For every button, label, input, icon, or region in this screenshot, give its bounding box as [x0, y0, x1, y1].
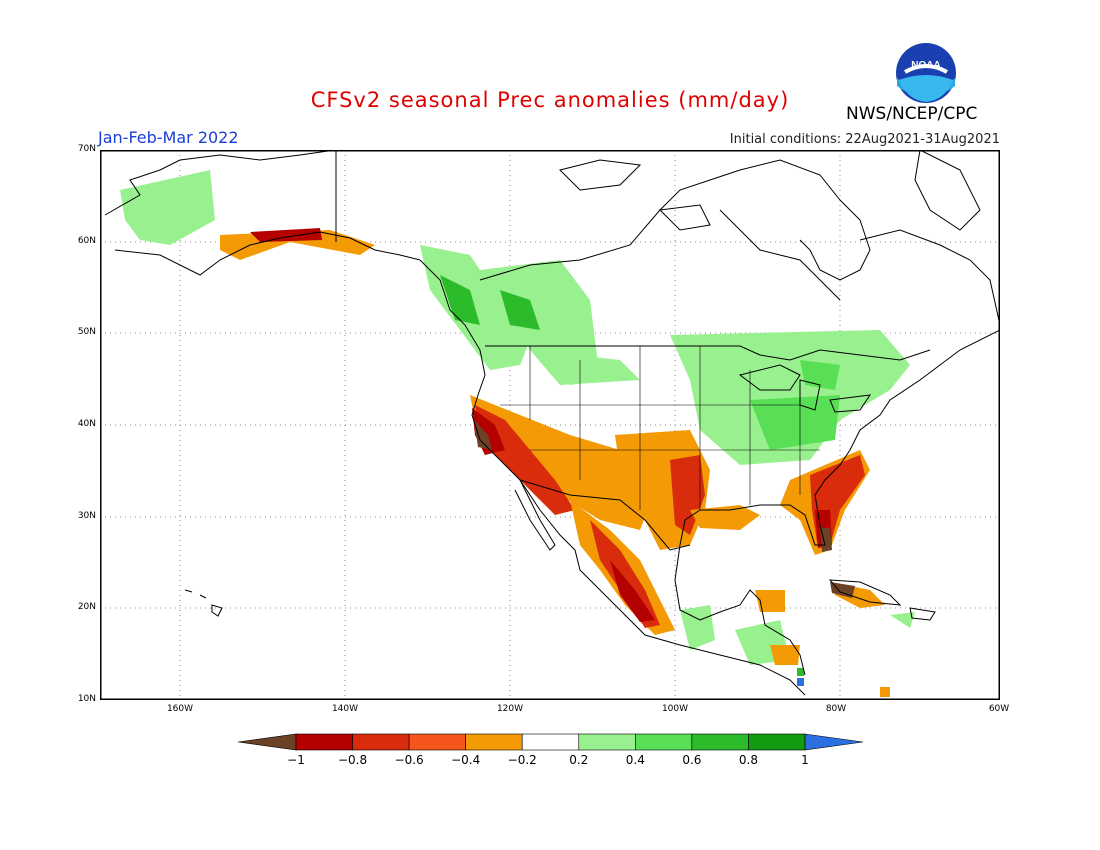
wet-anomalies [120, 170, 915, 686]
logo-text: NOAA [911, 60, 940, 71]
precip-anomaly-map [100, 150, 1000, 700]
color-bar-segment [578, 733, 636, 751]
color-bar-label: 0.6 [682, 753, 702, 767]
color-bar-label: 1 [801, 753, 809, 767]
lat-label: 10N [77, 694, 96, 704]
dry-anomalies [220, 228, 890, 697]
initial-conditions-label: Initial conditions: 22Aug2021-31Aug2021 [729, 132, 1000, 147]
lat-label: 30N [77, 511, 96, 521]
org-label: NWS/NCEP/CPC [846, 104, 978, 124]
color-bar-label: −0.4 [451, 753, 481, 767]
lon-label: 80W [825, 704, 847, 714]
color-bar-label: −0.8 [337, 753, 368, 767]
lat-label: 40N [77, 419, 96, 429]
lon-label: 100W [661, 704, 689, 714]
lon-label: 140W [331, 704, 359, 714]
color-bar-arrow-high [804, 733, 863, 751]
noaa-logo: NOAA [896, 43, 956, 103]
color-bar-label: −0.2 [507, 753, 537, 767]
state-borders [500, 346, 820, 510]
color-bar-label: −1 [287, 753, 305, 767]
color-bar-arrow-low [238, 733, 297, 751]
color-bar-segment [408, 733, 466, 751]
chart-title: CFSv2 seasonal Prec anomalies (mm/day) [310, 88, 790, 112]
lat-label: 60N [77, 236, 96, 246]
color-bar-label: 0.2 [569, 753, 589, 767]
lat-label: 70N [77, 144, 96, 154]
lon-label: 60W [988, 704, 1010, 714]
color-bar-label: 0.8 [738, 753, 758, 767]
lon-label: 160W [166, 704, 194, 714]
map-frame [100, 150, 1000, 700]
color-bar-segment [635, 733, 693, 751]
color-bar-label: −0.6 [394, 753, 424, 767]
coastlines [104, 150, 1000, 696]
color-bar-segment [691, 733, 749, 751]
color-bar-segment [352, 733, 410, 751]
color-bar [238, 733, 863, 751]
color-bar-segment [748, 733, 806, 751]
lat-label: 50N [77, 327, 96, 337]
color-bar-segment [521, 733, 580, 751]
lat-label: 20N [77, 602, 96, 612]
color-bar-segment [465, 733, 523, 751]
color-bar-label: 0.4 [625, 753, 645, 767]
period-label: Jan-Feb-Mar 2022 [98, 128, 239, 147]
lon-label: 120W [496, 704, 524, 714]
color-bar-segment [295, 733, 353, 751]
